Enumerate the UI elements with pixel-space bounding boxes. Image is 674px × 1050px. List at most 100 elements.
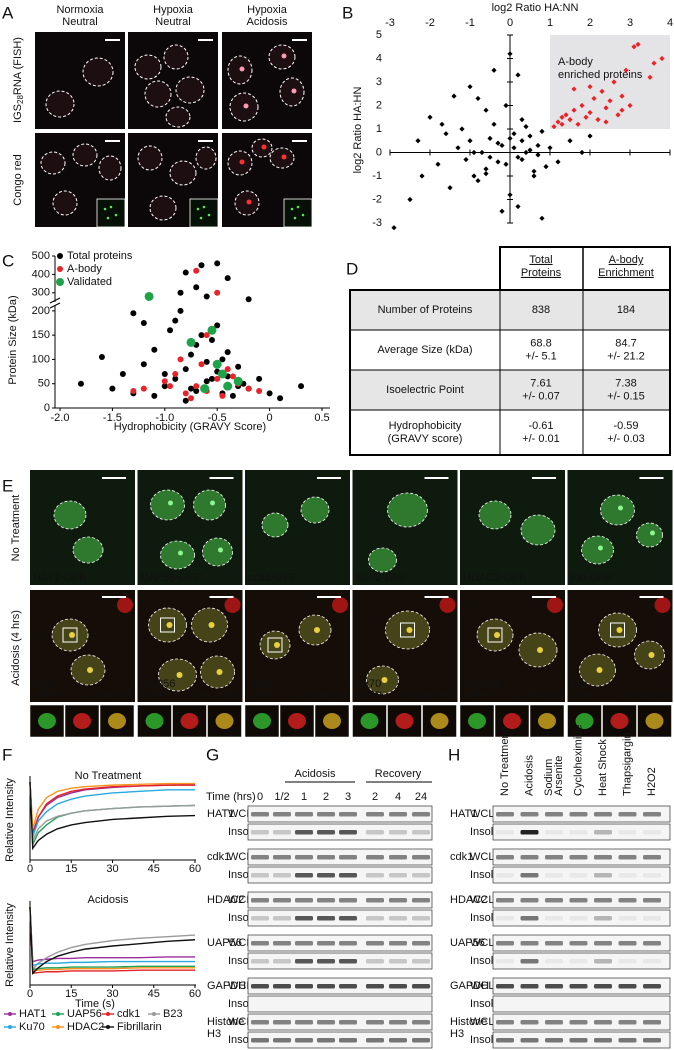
band — [251, 898, 269, 903]
band — [520, 898, 539, 903]
crop-foci — [503, 713, 521, 729]
band — [251, 812, 269, 817]
fraction-label: Insol — [470, 998, 493, 1010]
band — [496, 959, 514, 964]
nucleus — [636, 522, 663, 548]
point — [467, 84, 473, 90]
point — [177, 289, 184, 296]
channel-label: Congo red — [403, 690, 454, 702]
table-cell: 838 — [532, 304, 550, 316]
point — [463, 156, 469, 163]
fraction-label: Insol — [470, 826, 493, 838]
band — [545, 1038, 563, 1043]
y-axis-title: Relative Intensity — [4, 903, 16, 987]
inset-foci — [296, 205, 300, 209]
crop-foci — [323, 713, 341, 729]
foci — [618, 505, 623, 511]
point — [182, 366, 189, 373]
x-tick-label: 15 — [65, 863, 77, 875]
point — [511, 131, 517, 137]
protein-label: Histone — [207, 1016, 244, 1028]
point — [507, 135, 513, 141]
column-label: Acidosis — [523, 755, 535, 796]
point — [579, 102, 585, 109]
x-tick-label: 0 — [507, 17, 513, 29]
point — [495, 140, 501, 146]
nucleus — [163, 44, 189, 70]
inset-foci — [114, 213, 118, 217]
zoom-box — [610, 622, 625, 638]
band — [389, 855, 407, 860]
point — [224, 349, 231, 356]
foci — [87, 667, 93, 673]
inset-foci — [109, 205, 113, 209]
chart-title: No Treatment — [75, 770, 142, 782]
band — [643, 941, 661, 946]
point — [535, 142, 541, 149]
point — [109, 385, 116, 392]
band — [496, 898, 514, 903]
nucleus — [261, 512, 289, 538]
y-tick-label: -3 — [372, 217, 382, 229]
point — [571, 107, 577, 113]
y-tick-label: 0 — [44, 402, 50, 414]
x-axis-title: log2 Ratio HA:NN — [492, 2, 579, 14]
fraction-label: WCL — [228, 980, 252, 992]
point — [140, 385, 147, 392]
band — [295, 812, 313, 817]
band — [643, 1020, 661, 1025]
channel-label: UAP56-GFP — [141, 572, 202, 584]
point — [172, 317, 179, 324]
series-line — [29, 781, 196, 845]
band — [317, 1020, 335, 1025]
band — [412, 916, 430, 921]
band — [496, 812, 514, 817]
band — [389, 830, 407, 835]
fraction-label: Insol — [470, 1034, 493, 1046]
x-tick-label: -1 — [465, 17, 475, 29]
row-label: Congo red — [12, 154, 24, 205]
inset — [96, 198, 126, 228]
point — [523, 149, 529, 156]
band — [251, 941, 269, 946]
channel-label: Ku70 — [356, 678, 382, 690]
annotation: enriched proteins — [558, 69, 643, 81]
band — [389, 812, 407, 817]
series-line — [29, 781, 195, 837]
axis-title: Time (hrs) — [206, 791, 256, 803]
nucleus — [175, 76, 205, 104]
fraction-label: WCL — [470, 937, 494, 949]
point — [623, 67, 629, 73]
band — [339, 1038, 357, 1043]
inset — [283, 198, 313, 228]
channel-label: HDAC2 — [463, 678, 500, 690]
y-tick-label: 150 — [32, 329, 50, 341]
blot-strip — [492, 952, 671, 970]
point — [188, 395, 194, 402]
series-line — [29, 781, 196, 851]
band — [618, 916, 637, 921]
legend-label: Total proteins — [67, 250, 133, 262]
point — [607, 98, 613, 104]
nucleus — [82, 57, 114, 87]
lane-label: 2 — [372, 791, 378, 803]
band — [366, 855, 384, 860]
fraction-label: Insol — [228, 869, 251, 881]
series-line — [29, 781, 195, 837]
band — [594, 830, 612, 835]
band — [496, 873, 514, 878]
band — [295, 855, 313, 860]
point — [219, 356, 226, 363]
band — [545, 959, 563, 964]
point — [619, 93, 625, 99]
foci — [381, 677, 388, 683]
point — [531, 168, 537, 174]
protein-label: GAPDH — [207, 980, 246, 992]
point — [203, 293, 210, 300]
band — [339, 898, 357, 903]
y-axis-title: log2 Ratio HA:HN — [352, 87, 364, 174]
foci — [648, 652, 655, 658]
point — [198, 332, 205, 339]
band — [339, 830, 357, 835]
band — [273, 812, 291, 817]
